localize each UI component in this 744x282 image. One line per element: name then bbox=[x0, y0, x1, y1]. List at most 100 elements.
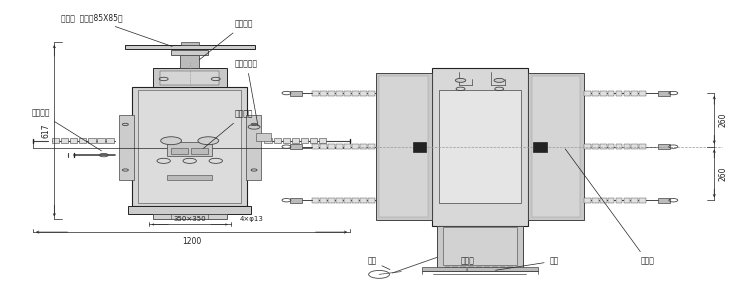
Bar bbox=[274, 138, 281, 143]
Bar bbox=[328, 91, 335, 96]
Bar bbox=[432, 68, 528, 226]
Bar bbox=[658, 198, 670, 203]
Bar bbox=[51, 138, 60, 143]
Bar bbox=[632, 91, 638, 96]
Bar bbox=[352, 198, 359, 203]
Bar bbox=[292, 138, 299, 143]
Text: 吊钩: 吊钩 bbox=[496, 257, 559, 270]
Bar bbox=[360, 198, 367, 203]
Bar bbox=[376, 73, 432, 220]
Bar bbox=[532, 76, 580, 217]
Bar bbox=[639, 198, 646, 203]
Bar bbox=[328, 198, 335, 203]
Bar bbox=[468, 267, 474, 271]
Bar bbox=[639, 91, 646, 96]
Bar bbox=[528, 73, 584, 220]
Text: 4×φ13: 4×φ13 bbox=[240, 216, 263, 222]
Bar bbox=[191, 147, 208, 154]
Bar bbox=[352, 91, 359, 96]
Bar bbox=[600, 144, 606, 149]
Bar bbox=[312, 144, 319, 149]
Bar bbox=[336, 91, 343, 96]
Bar bbox=[321, 91, 327, 96]
Bar bbox=[171, 147, 188, 154]
Bar bbox=[632, 144, 638, 149]
Text: 合分指示: 合分指示 bbox=[199, 19, 254, 60]
Bar bbox=[592, 91, 599, 96]
Bar bbox=[592, 144, 599, 149]
Bar bbox=[608, 144, 615, 149]
Text: 重心线: 重心线 bbox=[565, 149, 654, 266]
Bar bbox=[452, 267, 458, 271]
Bar bbox=[61, 138, 68, 143]
Text: 储能指示: 储能指示 bbox=[203, 110, 254, 148]
Bar bbox=[608, 198, 615, 203]
Bar bbox=[360, 91, 367, 96]
Bar bbox=[439, 90, 521, 203]
Bar bbox=[445, 267, 450, 271]
Bar bbox=[352, 144, 359, 149]
Bar bbox=[88, 138, 95, 143]
Circle shape bbox=[161, 137, 182, 145]
Bar bbox=[290, 198, 302, 203]
Bar bbox=[180, 52, 199, 68]
Bar bbox=[153, 214, 227, 219]
Bar bbox=[132, 87, 248, 206]
Bar bbox=[461, 267, 466, 271]
Circle shape bbox=[198, 137, 219, 145]
Bar bbox=[616, 91, 623, 96]
Bar bbox=[167, 175, 212, 180]
Bar bbox=[256, 133, 271, 141]
Bar bbox=[119, 115, 134, 180]
Circle shape bbox=[494, 78, 504, 82]
Bar bbox=[507, 267, 513, 271]
Bar bbox=[592, 198, 599, 203]
Bar bbox=[310, 138, 318, 143]
Bar bbox=[125, 45, 255, 49]
Bar bbox=[600, 198, 606, 203]
Bar bbox=[336, 198, 343, 203]
Bar bbox=[492, 267, 498, 271]
Text: 350×350: 350×350 bbox=[173, 216, 206, 222]
Bar bbox=[328, 144, 335, 149]
Bar bbox=[336, 144, 343, 149]
Bar bbox=[167, 142, 212, 156]
Bar bbox=[368, 91, 374, 96]
Bar bbox=[437, 226, 522, 268]
Bar bbox=[181, 42, 199, 45]
Bar bbox=[344, 144, 351, 149]
Bar bbox=[171, 50, 208, 55]
Bar bbox=[160, 70, 219, 85]
Bar bbox=[476, 267, 482, 271]
Bar bbox=[153, 68, 227, 87]
Text: 617: 617 bbox=[42, 124, 51, 138]
Bar bbox=[344, 198, 351, 203]
Bar bbox=[321, 198, 327, 203]
Bar bbox=[106, 138, 114, 143]
Bar bbox=[138, 90, 241, 203]
Bar bbox=[265, 138, 272, 143]
Text: 260: 260 bbox=[719, 166, 728, 181]
Text: 机构罩: 机构罩 bbox=[461, 257, 474, 271]
Bar bbox=[600, 91, 606, 96]
Bar bbox=[413, 142, 426, 152]
Bar bbox=[379, 76, 428, 217]
Bar bbox=[97, 138, 105, 143]
Bar bbox=[129, 206, 251, 214]
Bar bbox=[368, 198, 374, 203]
Text: 箱盖: 箱盖 bbox=[368, 257, 390, 270]
Bar bbox=[246, 115, 261, 180]
Bar bbox=[533, 142, 547, 152]
Bar bbox=[312, 198, 319, 203]
Bar bbox=[484, 267, 490, 271]
Bar bbox=[321, 144, 327, 149]
Text: 横担（  螺尺寸85X85）: 横担（ 螺尺寸85X85） bbox=[61, 14, 172, 47]
Bar bbox=[632, 198, 638, 203]
Bar bbox=[499, 267, 505, 271]
Bar bbox=[658, 91, 670, 96]
Bar bbox=[360, 144, 367, 149]
Bar bbox=[623, 91, 630, 96]
Text: 储能手柄: 储能手柄 bbox=[31, 108, 101, 151]
Bar bbox=[344, 91, 351, 96]
Text: 260: 260 bbox=[719, 113, 728, 127]
